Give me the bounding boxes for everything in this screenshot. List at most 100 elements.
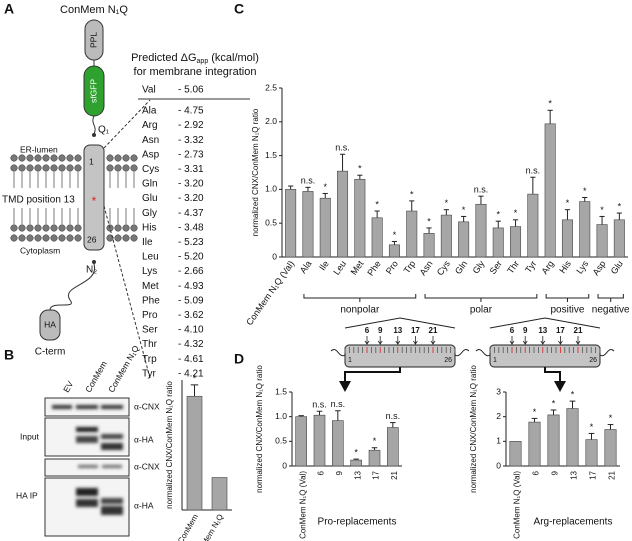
x-tick-label: Cys — [435, 258, 452, 277]
lipid-head — [122, 234, 130, 242]
x-tick-label: 6 — [317, 470, 326, 475]
table-cell: Phe — [142, 295, 160, 306]
antibody-label: α-CNX — [134, 461, 160, 471]
group-bracket — [303, 294, 417, 302]
antibody-label: α-HA — [134, 500, 154, 510]
position-arrow — [395, 336, 401, 345]
y-tick-label: 1 — [496, 436, 501, 446]
significance: * — [354, 447, 358, 457]
table-cell: - 2.92 — [178, 120, 204, 131]
significance: * — [373, 436, 377, 446]
lipid-head — [42, 234, 50, 242]
x-tick-label: Glu — [609, 259, 625, 276]
construct-diagram: ConMem N₁Q PPL sfGFP Q₁ 1 26 * ER-lumen … — [2, 4, 151, 379]
significance: * — [410, 189, 414, 199]
position-label: 17 — [556, 326, 565, 335]
x-tick-label: 9 — [335, 470, 344, 475]
lipid-head — [122, 224, 130, 232]
bar — [354, 178, 366, 258]
x-axis-label: Arg-replacements — [534, 517, 613, 528]
bar — [613, 219, 625, 258]
y-tick-label: 1.0 — [265, 184, 277, 194]
bar — [510, 226, 522, 258]
lipid-head — [114, 164, 122, 172]
lipid-head — [18, 224, 26, 232]
bar — [566, 408, 579, 467]
y-tick-label: 3 — [496, 386, 501, 396]
bar — [350, 459, 362, 467]
lipid-head — [26, 154, 34, 162]
x-tick-label: Trp — [402, 259, 418, 276]
lipid-head — [10, 164, 18, 172]
table-cell: Asn — [142, 135, 159, 146]
bar — [313, 414, 326, 467]
x-tick-label: Asn — [418, 259, 435, 277]
lipid-head — [66, 154, 74, 162]
table-cell: Asp — [142, 149, 160, 160]
group-bracket — [424, 294, 538, 302]
table-title-unit: (kcal/mol) — [211, 52, 259, 64]
x-tick-label: 6 — [532, 470, 541, 475]
significance: * — [571, 390, 575, 400]
ha-label: HA — [44, 319, 56, 329]
lipid-head — [42, 224, 50, 232]
ppl-label: PPL — [88, 32, 98, 48]
tmd-cylinder — [489, 344, 601, 368]
lipid-head — [74, 234, 82, 242]
lipid-head — [58, 154, 66, 162]
x-tick-label: His — [557, 258, 573, 275]
position-arrow — [558, 336, 563, 345]
significance: * — [496, 210, 500, 220]
position-label: 9 — [378, 326, 383, 335]
lipid-head — [58, 164, 66, 172]
bar — [528, 421, 541, 467]
table-cell: Arg — [142, 120, 158, 131]
bar — [509, 441, 522, 467]
bar — [285, 189, 297, 258]
table-cell: - 3.31 — [178, 164, 204, 175]
position-arrow — [430, 336, 436, 345]
x-tick-label: 9 — [551, 470, 560, 475]
lipid-head — [34, 224, 42, 232]
position-label: 17 — [411, 326, 420, 335]
significance: * — [375, 199, 379, 209]
y-tick-label: 0 — [282, 460, 287, 470]
x-tick-label: Phe — [365, 259, 382, 278]
table-cell: Glu — [142, 193, 158, 204]
position-arrow — [540, 336, 546, 345]
lipid-head — [130, 234, 138, 242]
significance: * — [583, 186, 587, 196]
bar — [406, 210, 418, 258]
significance: n.s. — [526, 166, 541, 176]
x-tick-label: 17 — [589, 470, 598, 479]
y-tick-label: 2 — [496, 411, 501, 421]
bar — [368, 449, 381, 467]
lipid-head — [66, 234, 74, 242]
table-cell: Gly — [142, 208, 157, 219]
lipid-head — [34, 154, 42, 162]
x-tick-label: Ala — [298, 259, 314, 275]
group-bracket — [597, 294, 624, 302]
group-bracket — [545, 294, 590, 302]
bar — [211, 477, 228, 511]
section-label: HA IP — [16, 490, 38, 500]
x-tick-label: Thr — [505, 259, 521, 276]
significance: n.s. — [331, 399, 346, 409]
lipid-head — [50, 164, 58, 172]
position-arrow — [575, 336, 581, 345]
lipid-head — [18, 154, 26, 162]
lipid-head — [114, 154, 122, 162]
significance: n.s. — [335, 143, 350, 153]
position-label: 13 — [393, 326, 402, 335]
table-title-sub: app — [197, 58, 209, 65]
table-cell: - 3.20 — [178, 179, 204, 190]
lane-label: ConMem N₁Q — [106, 343, 141, 394]
lumen-label: ER-lumen — [20, 144, 58, 154]
significance: * — [590, 422, 594, 432]
bar — [475, 203, 487, 258]
significance: * — [462, 205, 466, 215]
flow-arrow — [344, 367, 401, 383]
table-cell: Thr — [142, 339, 158, 350]
x-tick-label: Ile — [317, 259, 331, 273]
